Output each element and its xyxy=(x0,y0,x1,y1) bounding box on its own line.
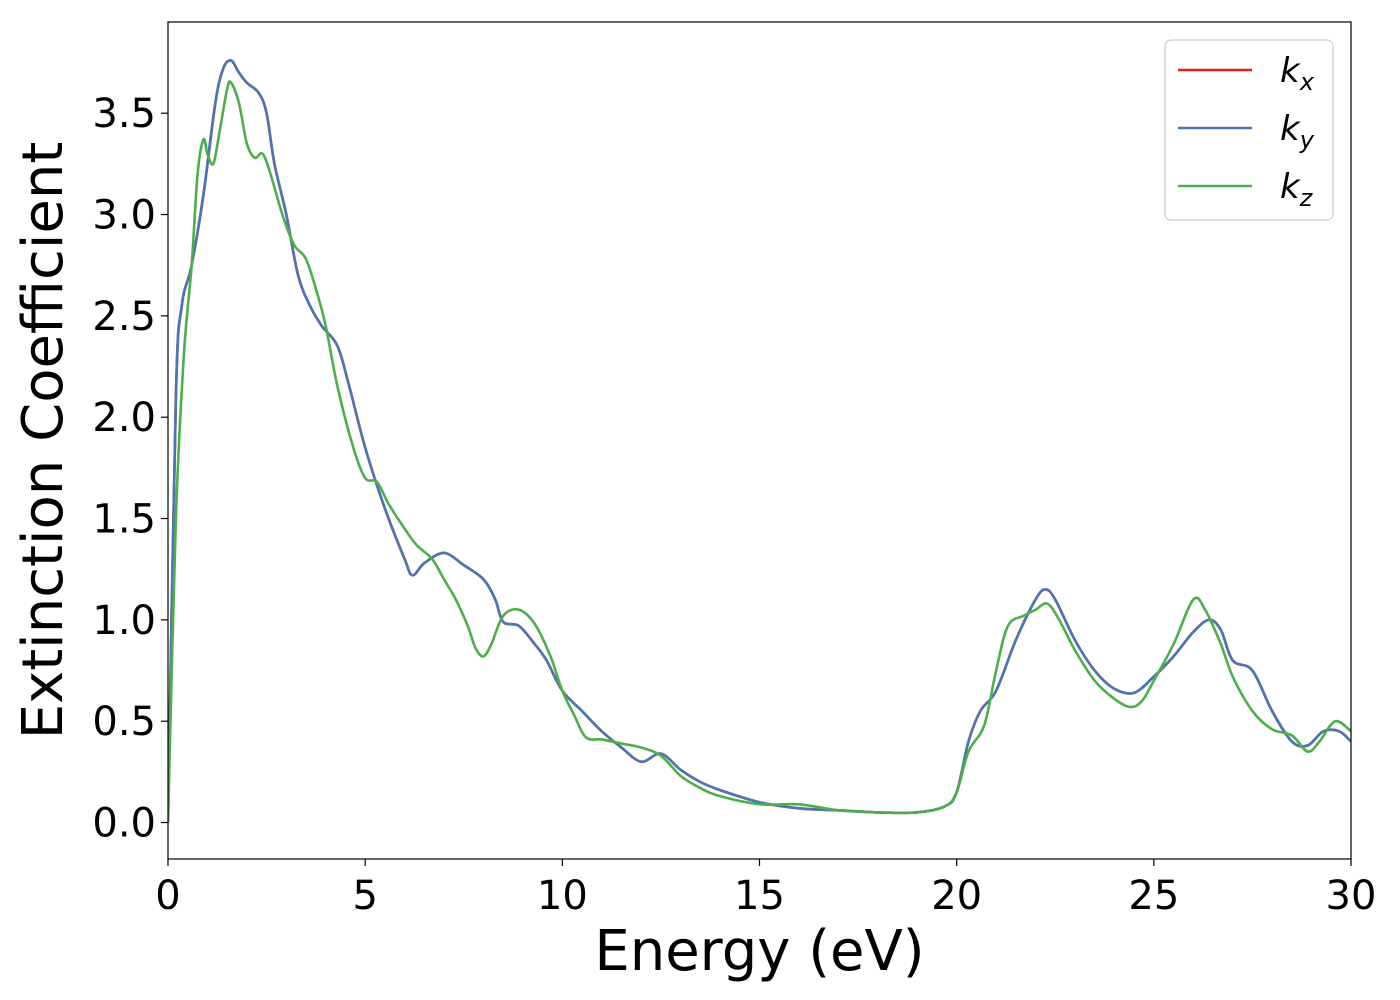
legend-label-kx: kx xyxy=(1280,51,1315,96)
y-tick-label: 2.0 xyxy=(92,395,156,441)
x-axis-title: Energy (eV) xyxy=(594,919,924,984)
series-line-ky xyxy=(168,59,1351,823)
x-tick-label: 20 xyxy=(931,873,982,919)
x-tick-label: 10 xyxy=(537,873,588,919)
legend-label-ky: ky xyxy=(1280,109,1315,154)
y-tick-label: 1.5 xyxy=(92,497,156,543)
x-tick-label: 25 xyxy=(1128,873,1179,919)
y-tick-label: 2.5 xyxy=(92,294,156,340)
y-tick-label: 3.0 xyxy=(92,193,156,239)
y-tick-label: 0.5 xyxy=(92,699,156,745)
legend: kx ky kz xyxy=(1164,39,1334,221)
y-axis-ticks: 0.0 0.5 1.0 1.5 2.0 2.5 3.0 3.5 xyxy=(92,91,168,847)
y-tick-label: 0.0 xyxy=(92,801,156,847)
series-line-kz xyxy=(168,80,1351,823)
x-tick-label: 30 xyxy=(1326,873,1377,919)
legend-box xyxy=(1164,39,1334,221)
y-axis-title: Extinction Coefficient xyxy=(11,142,76,740)
x-tick-label: 0 xyxy=(155,873,180,919)
y-tick-label: 1.0 xyxy=(92,598,156,644)
x-axis-ticks: 0 5 10 15 20 25 30 xyxy=(155,859,1376,919)
x-tick-label: 15 xyxy=(734,873,785,919)
y-tick-label: 3.5 xyxy=(92,91,156,137)
x-tick-label: 5 xyxy=(352,873,377,919)
series-layer xyxy=(168,59,1351,823)
legend-label-kz: kz xyxy=(1280,167,1314,212)
